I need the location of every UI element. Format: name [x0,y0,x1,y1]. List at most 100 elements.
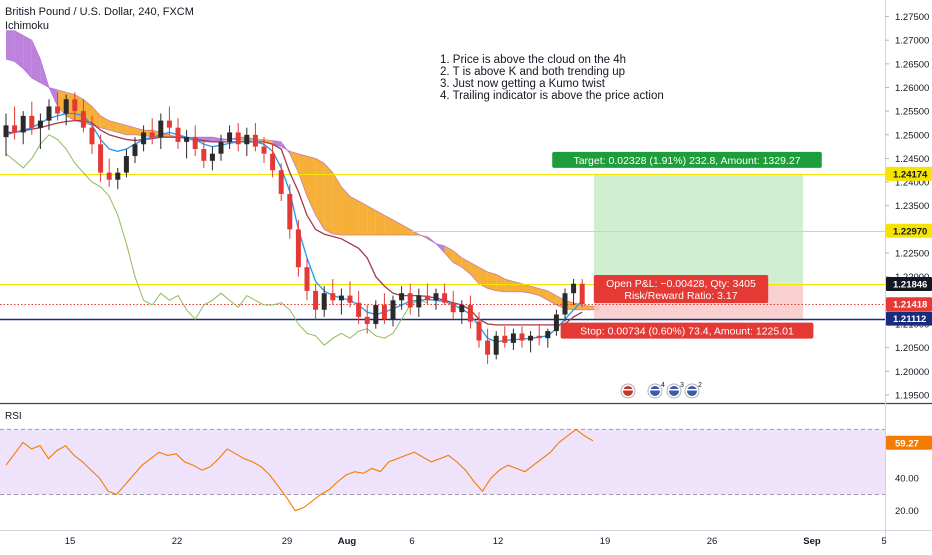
candle-body [123,156,129,173]
price-label[interactable]: 1.22970 [886,223,932,238]
target-zone[interactable] [594,173,803,284]
price-tick-label: 1.22500 [895,249,929,260]
price-label-bg [886,223,932,238]
candle [278,163,284,201]
cloud-segment [582,305,591,310]
event-flag-icon[interactable]: 2 [684,382,702,399]
candle-body [536,335,542,339]
candle-body [63,99,69,114]
candle [149,118,155,145]
pnl-label[interactable]: Open P&L: −0.00428, Qty: 3405Risk/Reward… [593,274,769,303]
price-label-text: 1.21112 [893,314,926,325]
candle-body [37,120,43,128]
candle [579,279,585,308]
candle-body [115,172,121,180]
event-flag-icon[interactable]: 4 [647,382,665,399]
price-label-bg [886,297,932,312]
candle [123,148,129,178]
indicator-name[interactable]: Ichimoku [5,20,50,32]
candle-body [579,283,585,305]
target-label[interactable]: Target: 0.02328 (1.91%) 232.8, Amount: 1… [552,151,822,168]
candle [55,92,61,121]
tenkan-line [5,112,583,343]
event-flag-count: 3 [680,382,684,389]
cloud-segment [23,35,32,79]
event-flag-stripe [650,389,660,391]
candle-body [278,170,284,194]
candle [399,286,405,310]
cloud-segment [341,186,350,236]
senkou-b-line [6,30,600,311]
candle-body [287,193,293,230]
cloud-segment [487,271,497,291]
rsi-title[interactable]: RSI [5,411,22,422]
cloud-segment [522,283,531,294]
price-tick-label: 1.24000 [895,178,929,189]
candle-body [390,300,396,320]
candle-body [571,283,577,294]
pnl-label-text: Risk/Reward Ratio: 3.17 [624,290,737,302]
time-tick-label: 22 [172,536,183,547]
cloud-segment [272,140,282,147]
candle [321,286,327,317]
candle [519,326,525,348]
price-label[interactable]: 1.21846 [886,276,932,291]
note-line-2: 2. T is above K and both trending up [440,66,625,78]
candle [252,122,258,152]
candle-body [450,302,456,313]
cloud-segment [496,274,505,292]
event-flag-icon[interactable] [620,383,636,399]
candle-body [373,305,379,324]
candle [201,139,207,168]
pnl-label-text: Open P&L: −0.00428, Qty: 3405 [606,278,756,290]
price-tick-label: 1.26000 [895,83,929,94]
event-flag-core [687,386,697,396]
ichimoku-lines [5,112,583,346]
candle [536,323,542,346]
candle [132,137,138,164]
candle-body [545,331,551,339]
price-label-text: 1.21846 [893,279,927,290]
rsi-pane: RSI 40.00 20.00 59.27 [0,411,932,517]
time-tick-label: 12 [493,536,504,547]
candle-body [270,153,276,171]
price-label[interactable]: 1.21418 [886,297,932,312]
cloud-segment [539,288,548,301]
target-label-bg [552,151,822,168]
candle-body [141,132,147,145]
event-flag-stripe [669,389,679,391]
cloud-segment [453,250,462,268]
price-label-text: 1.22970 [893,226,927,237]
event-flag-core [623,386,633,396]
price-label[interactable]: 1.24174 [886,166,932,181]
annotation-note[interactable]: 1. Price is above the cloud on the 4h 2.… [440,54,664,102]
cloud-segment [324,163,333,235]
event-flag-stripe [687,389,697,391]
event-flag-core [669,386,679,396]
price-label[interactable]: 1.21112 [886,311,932,326]
candle-body [502,335,508,343]
time-axis: 15 22 29 Aug 6 12 19 26 Sep 5 [65,536,887,547]
candle [20,111,26,145]
rsi-value-text: 59.27 [895,438,919,449]
event-flag-icon[interactable]: 3 [666,382,684,399]
candle-body [364,316,370,324]
cloud-segment [350,196,359,236]
candle-body [244,134,250,145]
cloud-segment [504,279,514,292]
stop-label[interactable]: Stop: 0.00734 (0.60%) 73.4, Amount: 1225… [560,322,814,339]
candle-body [459,305,465,313]
candle [192,125,198,157]
candle [553,309,559,336]
cloud-segment [470,262,479,284]
cloud-segment [444,245,454,263]
candle [493,331,499,360]
candle-body [313,290,319,310]
pane-backgrounds [0,0,932,540]
price-label-bg [886,276,932,291]
rsi-value-label[interactable]: 59.27 [886,435,932,450]
candle-body [261,146,267,154]
rsi-band [0,429,885,495]
price-tick-label: 1.24500 [895,154,929,165]
candle-body [433,293,439,301]
